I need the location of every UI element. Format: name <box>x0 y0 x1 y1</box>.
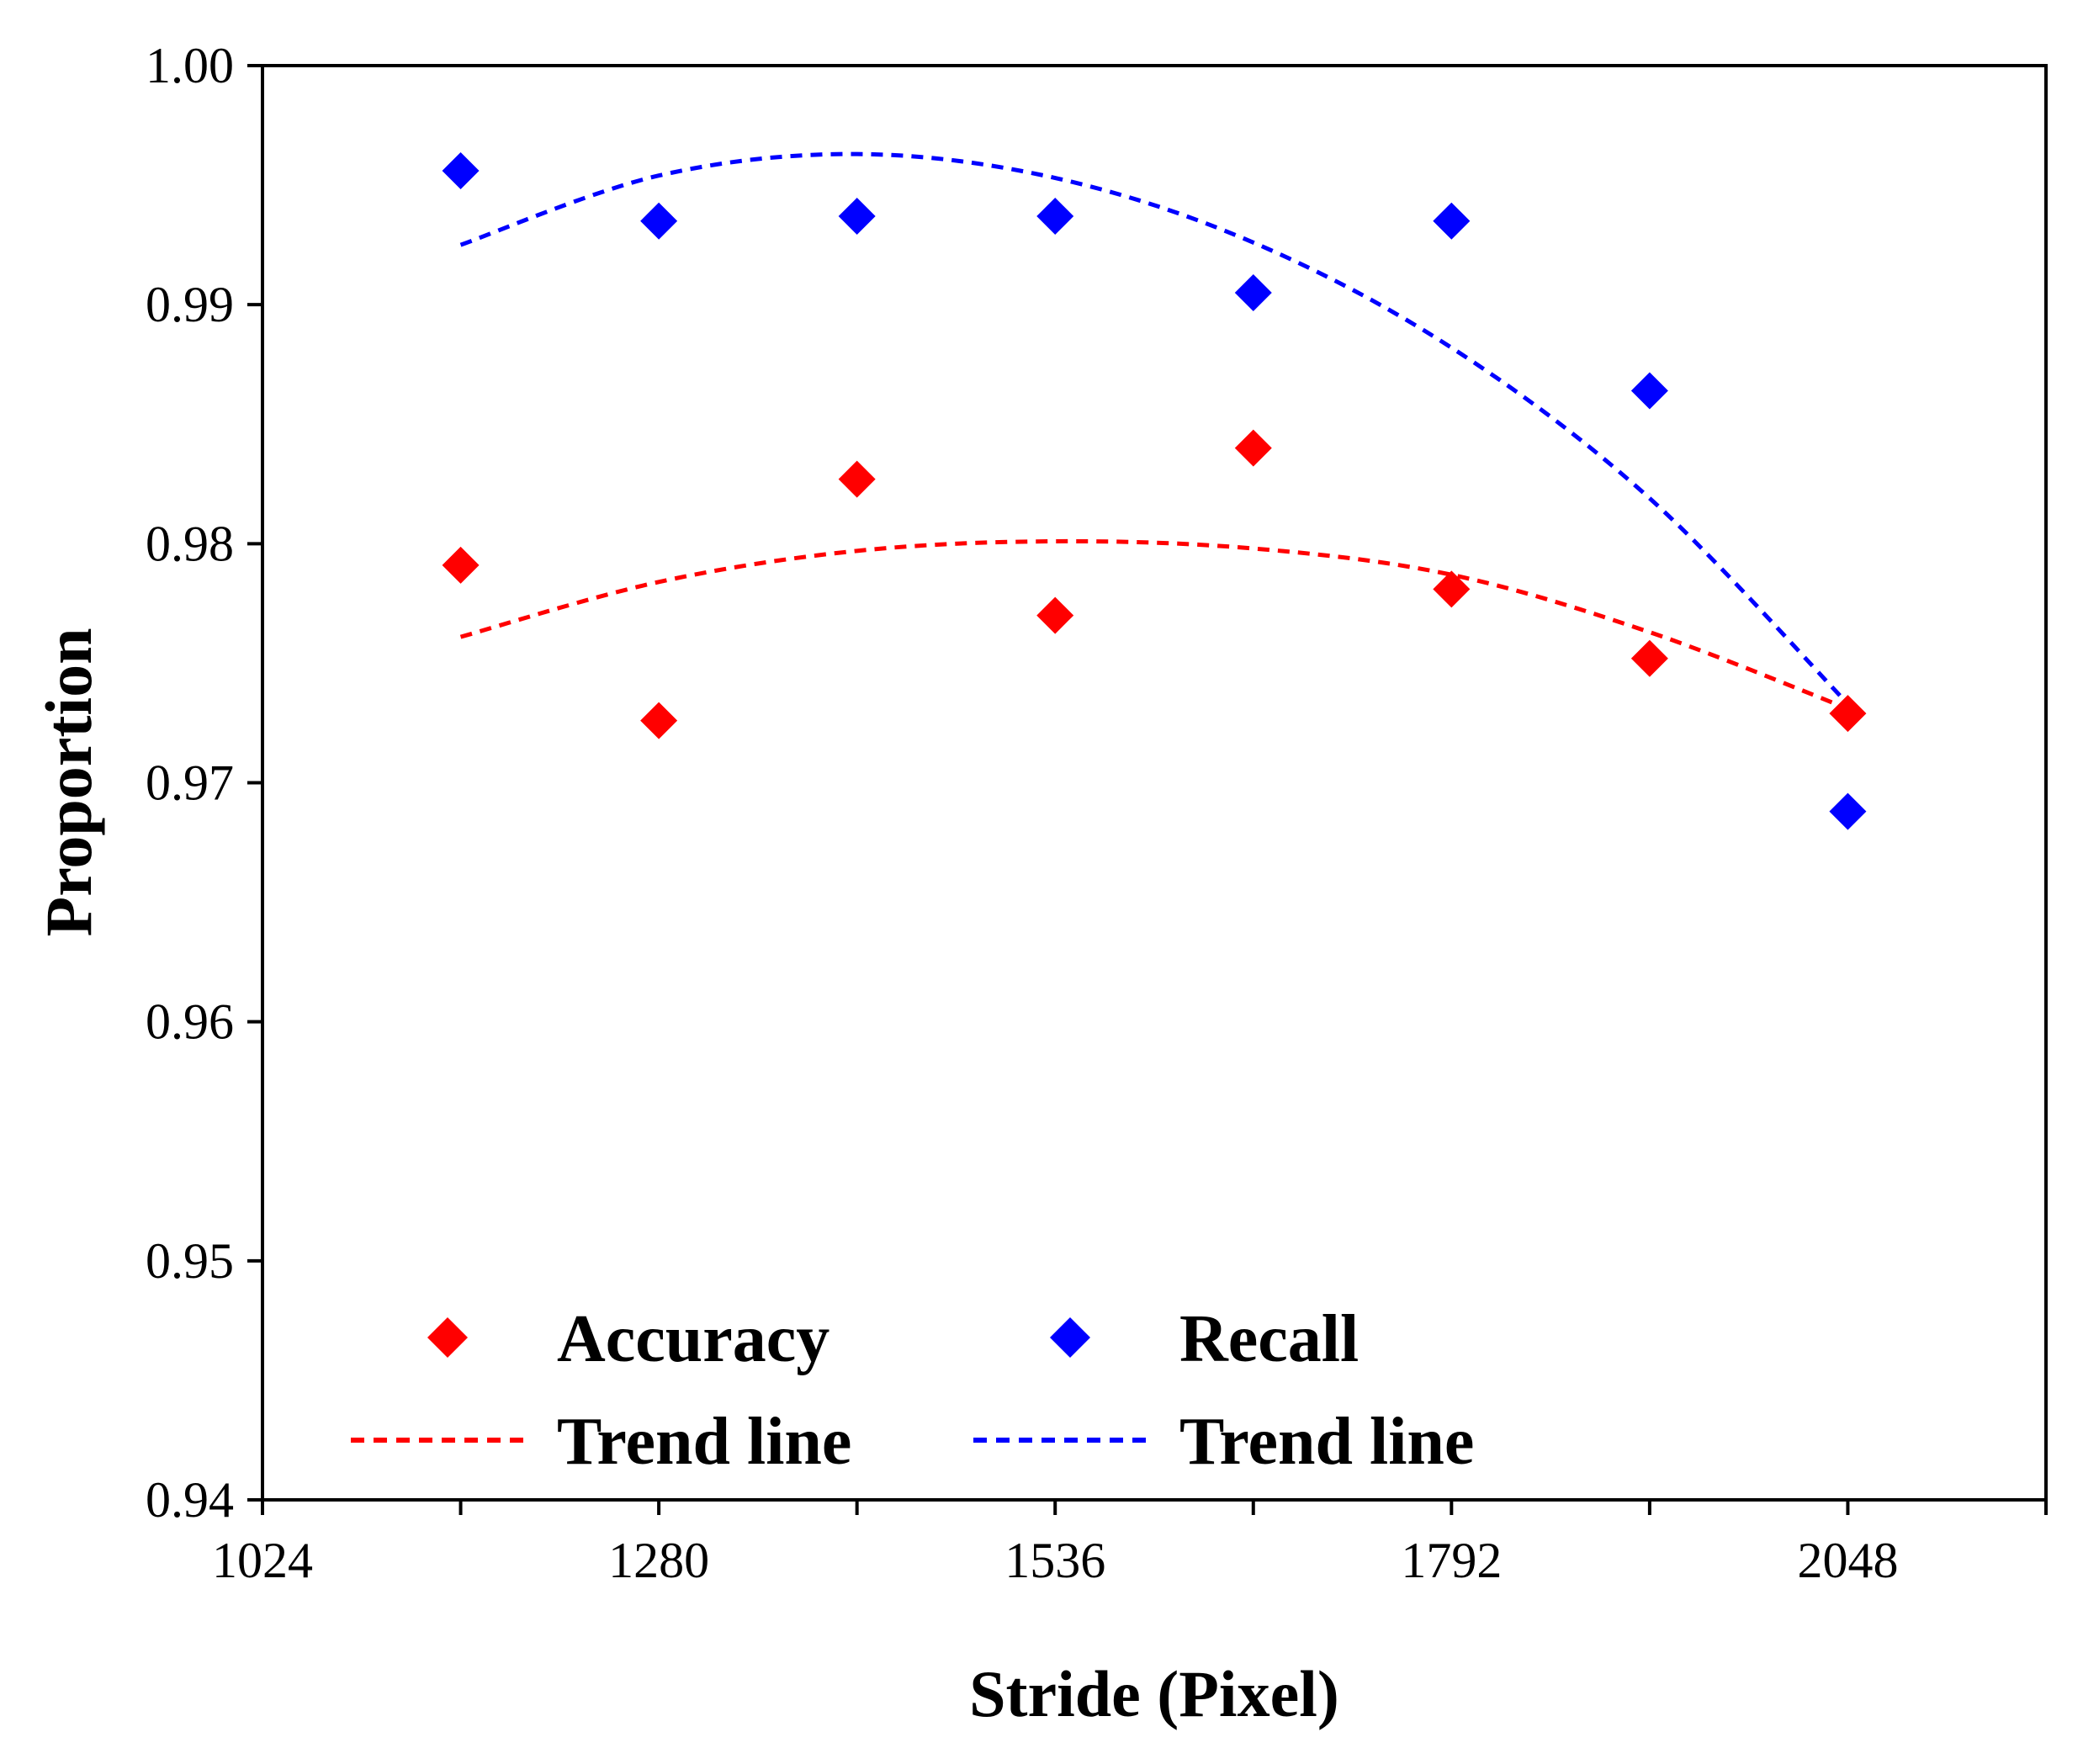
recall-trend-line <box>459 151 1850 706</box>
y-tick-label: 0.96 <box>146 994 234 1050</box>
y-tick-label: 0.99 <box>146 277 234 332</box>
recall-point <box>1433 202 1471 240</box>
accuracy-point <box>1630 639 1668 677</box>
x-tick-label: 1280 <box>608 1533 709 1588</box>
y-tick-label: 0.94 <box>146 1472 234 1528</box>
y-tick-label: 1.00 <box>146 38 234 93</box>
recall-point <box>442 152 480 190</box>
recall-point <box>640 202 678 240</box>
recall-point <box>1036 198 1074 236</box>
legend-label: Trend line <box>557 1405 851 1479</box>
accuracy-point <box>1036 596 1074 634</box>
y-tick-label: 0.98 <box>146 516 234 571</box>
trend-lines <box>459 151 1850 711</box>
accuracy-point <box>1433 570 1471 608</box>
y-tick-label: 0.95 <box>146 1233 234 1289</box>
y-axis-title: Proportion <box>32 628 105 937</box>
x-tick-label: 1536 <box>1004 1533 1105 1588</box>
legend-marker-recall <box>1050 1317 1090 1358</box>
legend-label: Recall <box>1179 1302 1359 1376</box>
x-axis-ticks: 1024 1280 1536 1792 2048 <box>212 1500 2048 1588</box>
accuracy-point <box>838 460 876 498</box>
legend-marker-accuracy <box>427 1317 468 1358</box>
legend: Accuracy Recall Trend line Trend line <box>351 1302 1474 1479</box>
y-axis-ticks: 0.94 0.95 0.96 0.97 0.98 0.99 1.00 <box>146 38 262 1528</box>
recall-point <box>1630 372 1668 410</box>
data-points <box>442 152 1867 830</box>
legend-label: Accuracy <box>557 1302 829 1376</box>
legend-label: Trend line <box>1179 1405 1474 1479</box>
accuracy-trend-line <box>459 538 1849 711</box>
recall-point <box>838 198 876 236</box>
accuracy-point <box>1234 429 1272 467</box>
accuracy-point <box>640 702 678 739</box>
x-tick-label: 2048 <box>1797 1533 1898 1588</box>
x-axis-title: Stride (Pixel) <box>969 1657 1339 1730</box>
recall-point <box>1829 792 1867 830</box>
x-tick-label: 1024 <box>212 1533 313 1588</box>
y-tick-label: 0.97 <box>146 755 234 811</box>
accuracy-point <box>1829 695 1867 733</box>
x-tick-label: 1792 <box>1401 1533 1502 1588</box>
accuracy-point <box>442 546 480 584</box>
recall-point <box>1234 273 1272 311</box>
plot-frame <box>261 64 2048 1502</box>
